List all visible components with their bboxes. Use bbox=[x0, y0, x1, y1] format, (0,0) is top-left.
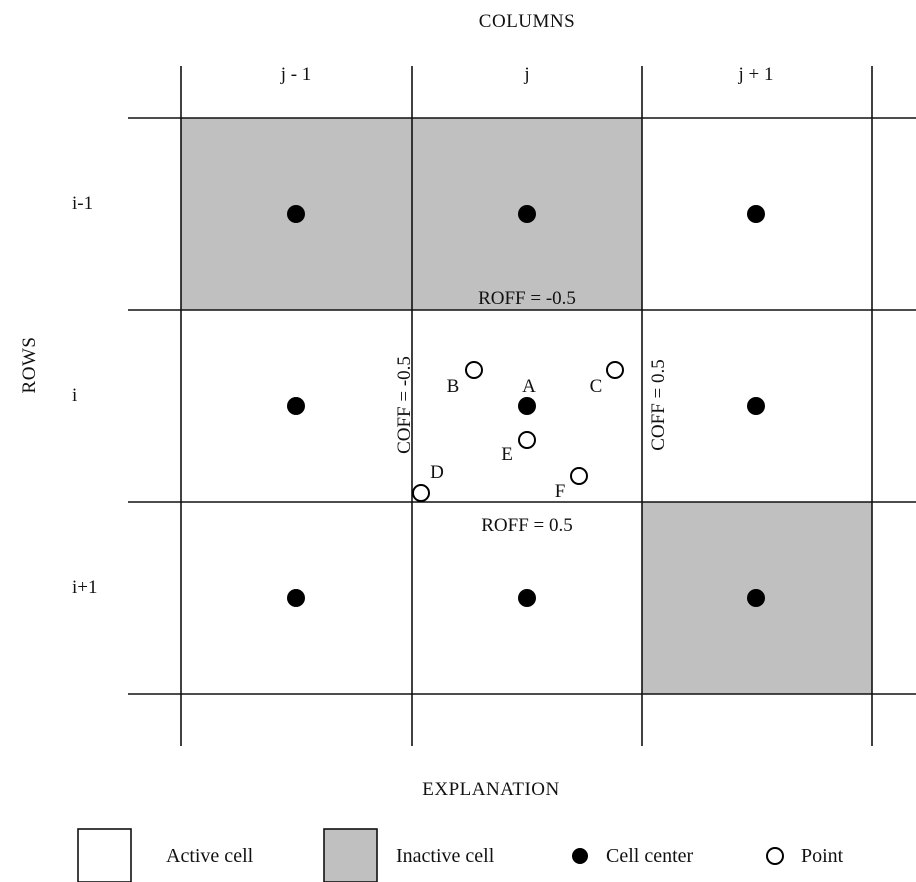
point-a-label: A bbox=[522, 376, 536, 397]
point-a-marker bbox=[518, 397, 536, 415]
row-label-i: i bbox=[72, 385, 77, 406]
roff-top-label: ROFF = -0.5 bbox=[478, 288, 576, 309]
filled-circle-icon bbox=[572, 848, 588, 864]
columns-title: COLUMNS bbox=[479, 11, 575, 32]
row-label-i-minus-1: i-1 bbox=[72, 193, 93, 214]
point-c-label: C bbox=[590, 376, 603, 397]
coff-left-label: COFF = -0.5 bbox=[394, 356, 415, 454]
legend-active-cell-label: Active cell bbox=[166, 845, 254, 867]
column-label-j-plus-1: j + 1 bbox=[738, 64, 774, 85]
grid-lines bbox=[128, 66, 916, 746]
cell-center-marker bbox=[287, 205, 305, 223]
cell-center-marker bbox=[518, 589, 536, 607]
open-circle-icon bbox=[766, 847, 784, 865]
cell-center-marker bbox=[518, 205, 536, 223]
active-cell-swatch bbox=[77, 828, 132, 882]
point-f-label: F bbox=[555, 481, 566, 502]
inactive-cell-swatch bbox=[323, 828, 378, 882]
rows-axis-label: ROWS bbox=[19, 337, 40, 394]
coff-right-label: COFF = 0.5 bbox=[648, 359, 669, 451]
cell-center-marker bbox=[287, 589, 305, 607]
cell-center-marker bbox=[747, 397, 765, 415]
column-label-j: j bbox=[523, 64, 529, 85]
roff-bottom-label: ROFF = 0.5 bbox=[481, 515, 573, 536]
legend-cell-center-label: Cell center bbox=[606, 845, 694, 867]
legend-point-label: Point bbox=[801, 845, 844, 867]
point-d-marker bbox=[412, 484, 430, 502]
point-b-label: B bbox=[447, 376, 460, 397]
point-c-marker bbox=[606, 361, 624, 379]
point-e-label: E bbox=[501, 444, 513, 465]
column-label-j-minus-1: j - 1 bbox=[280, 64, 312, 85]
row-label-i-plus-1: i+1 bbox=[72, 577, 98, 598]
cell-center-marker bbox=[747, 205, 765, 223]
point-e-marker bbox=[518, 431, 536, 449]
cell-centers bbox=[287, 205, 765, 607]
open-points bbox=[412, 361, 624, 502]
point-b-marker bbox=[465, 361, 483, 379]
point-d-label: D bbox=[430, 462, 444, 483]
cell-center-marker bbox=[287, 397, 305, 415]
legend-inactive-cell-label: Inactive cell bbox=[396, 845, 495, 867]
cell-center-marker bbox=[747, 589, 765, 607]
explanation-heading: EXPLANATION bbox=[422, 779, 559, 800]
point-f-marker bbox=[570, 467, 588, 485]
